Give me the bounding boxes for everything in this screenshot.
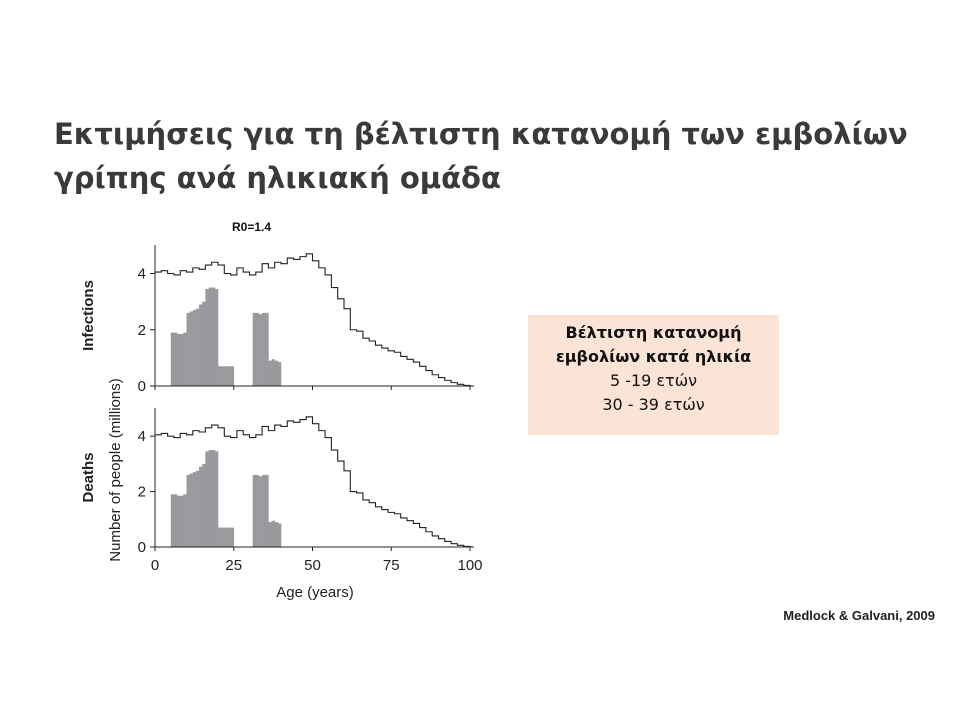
population-line (155, 253, 471, 386)
vaccinated-bar (192, 472, 197, 547)
vaccinated-bar (214, 288, 219, 386)
vaccinated-bar (271, 359, 275, 386)
vaccinated-bar (277, 362, 282, 386)
vaccinated-bar (230, 366, 235, 386)
vaccinated-bar (173, 332, 178, 386)
vaccinated-bar (180, 333, 184, 386)
vaccinated-bar (258, 476, 263, 547)
vaccinated-bar (205, 451, 209, 547)
vaccinated-bar (186, 312, 190, 386)
vaccinated-bar (274, 360, 279, 386)
vaccinated-bar (192, 310, 197, 386)
y-tick-label: 0 (138, 539, 146, 556)
vaccinated-bar (227, 366, 231, 386)
panel-label: Infections (80, 280, 97, 351)
y-axis-label: Number of people (millions) (107, 378, 124, 561)
vaccinated-bar (183, 494, 187, 547)
x-tick-label: 75 (383, 557, 400, 574)
vaccinated-bar (224, 527, 228, 547)
population-line (155, 416, 471, 547)
r0-label: R0=1.4 (232, 220, 272, 234)
vaccinated-bar (189, 473, 194, 547)
vaccinated-bar (218, 527, 222, 547)
vaccinated-bar (173, 494, 178, 547)
y-tick-label: 2 (138, 322, 146, 339)
vaccinated-bar (180, 495, 184, 547)
vaccinated-bar (268, 522, 272, 547)
age-distribution-chart: 0 2 4 Infections 0 2 4 0 25 50 75 100 Deaths Number… (80, 245, 483, 601)
vaccinated-bar (189, 311, 194, 386)
vaccinated-bar (214, 451, 219, 547)
vaccinated-bar (252, 312, 257, 386)
vaccinated-bar (274, 522, 279, 547)
vaccinated-bar (268, 360, 272, 386)
vaccinated-bar (177, 333, 181, 386)
vaccinated-bar (255, 474, 260, 547)
vaccinated-bar (252, 474, 257, 547)
vaccinated-bar (230, 527, 235, 547)
vaccinated-bar (262, 474, 266, 547)
vaccinated-bar (199, 466, 203, 547)
x-tick-label: 0 (151, 557, 159, 574)
vaccinated-bar (211, 450, 216, 547)
y-tick-label: 4 (138, 428, 146, 445)
slide-title: Εκτιμήσεις για τη βέλτιστη κατανομή των … (54, 112, 934, 200)
y-tick-label: 4 (138, 266, 146, 283)
vaccinated-bar (224, 366, 228, 386)
vaccinated-bar (255, 312, 260, 386)
vaccinated-bar (195, 470, 200, 547)
x-tick-label: 50 (304, 557, 321, 574)
vaccinated-bar (208, 450, 212, 547)
vaccinated-bar (170, 494, 175, 547)
vaccinated-bar (202, 463, 206, 547)
vaccinated-bar (202, 301, 206, 386)
vaccinated-bar (195, 308, 200, 386)
x-axis-label: Age (years) (276, 584, 354, 601)
x-tick-label: 25 (225, 557, 242, 574)
vaccinated-bar (265, 312, 269, 386)
deaths-panel: 0 2 4 0 25 50 75 100 Deaths (80, 408, 483, 574)
citation: Medlock & Galvani, 2009 (783, 608, 935, 623)
vaccinated-bar (205, 288, 209, 386)
y-tick-label: 2 (138, 484, 146, 501)
title-line-1: Εκτιμήσεις για τη βέλτιστη κατανομή των … (54, 117, 908, 151)
vaccinated-bar (211, 287, 216, 386)
vaccinated-bar (221, 366, 225, 386)
vaccinated-bar (221, 527, 225, 547)
x-tick-label: 100 (457, 557, 482, 574)
callout-line-2: εμβολίων κατά ηλικία (555, 347, 752, 366)
vaccinated-bar (208, 287, 212, 386)
callout-line-3: 5 -19 ετών (609, 371, 698, 390)
vaccinated-bar (227, 527, 231, 547)
infections-panel: 0 2 4 Infections (80, 245, 474, 395)
callout-line-1: Βέλτιστη κατανομή (565, 323, 742, 342)
callout-line-4: 30 - 39 ετών (602, 395, 705, 414)
vaccinated-bar (218, 366, 222, 386)
y-tick-label: 0 (138, 378, 146, 395)
vaccinated-bar (177, 495, 181, 547)
vaccinated-bar (262, 312, 266, 386)
panel-label: Deaths (80, 452, 97, 502)
vaccinated-bar (265, 474, 269, 547)
vaccinated-bar (186, 474, 190, 547)
vaccinated-bar (277, 523, 282, 547)
vaccinated-bar (271, 520, 275, 547)
vaccinated-bar (258, 314, 263, 386)
optimal-allocation-callout: Βέλτιστη κατανομή εμβολίων κατά ηλικία 5… (528, 315, 779, 435)
vaccinated-bar (199, 304, 203, 386)
title-line-2: γρίπης ανά ηλικιακή ομάδα (54, 161, 501, 195)
vaccinated-bar (183, 332, 187, 386)
vaccinated-bar (170, 332, 175, 386)
